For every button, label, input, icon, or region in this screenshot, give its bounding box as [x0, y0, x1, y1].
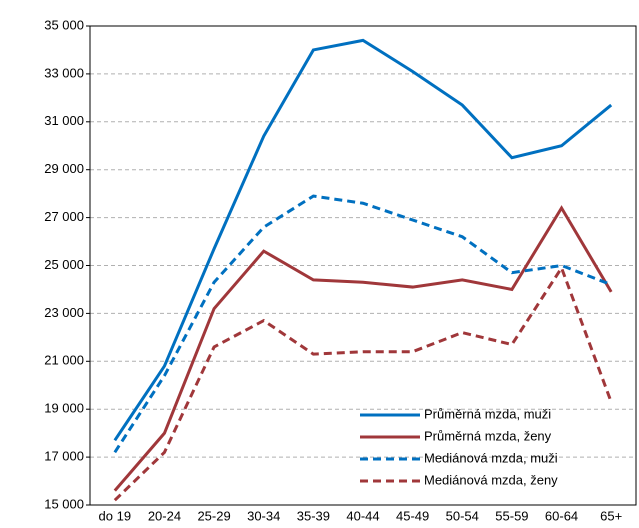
y-tick-label: 19 000 [44, 401, 84, 416]
x-tick-label: 55-59 [495, 508, 528, 523]
legend-label: Mediánová mzda, muži [424, 450, 558, 465]
y-tick-label: 29 000 [44, 161, 84, 176]
x-tick-label: 35-39 [297, 508, 330, 523]
y-tick-label: 31 000 [44, 113, 84, 128]
y-tick-label: 21 000 [44, 353, 84, 368]
line-series [113, 205, 613, 492]
line-series [113, 38, 613, 442]
y-tick-label: 35 000 [44, 17, 84, 32]
x-tick-label: 30-34 [247, 508, 280, 523]
legend-label: Průměrná mzda, muži [424, 406, 551, 421]
y-tick-label: 17 000 [44, 449, 84, 464]
line-series [113, 194, 612, 454]
x-tick-label: 50-54 [446, 508, 479, 523]
x-tick-label: 25-29 [197, 508, 230, 523]
x-tick-label: 45-49 [396, 508, 429, 523]
x-tick-label: 20-24 [148, 508, 181, 523]
x-tick-label: do 19 [99, 508, 132, 523]
y-tick-label: 33 000 [44, 65, 84, 80]
plot-border [89, 25, 637, 506]
y-tick-label: 23 000 [44, 305, 84, 320]
x-tick-label: 60-64 [545, 508, 578, 523]
x-tick-label: 40-44 [346, 508, 379, 523]
legend-label: Průměrná mzda, ženy [424, 428, 552, 443]
y-tick-label: 25 000 [44, 257, 84, 272]
y-tick-label: 27 000 [44, 209, 84, 224]
line-series [113, 264, 613, 502]
x-tick-label: 65+ [600, 508, 622, 523]
y-tick-label: 15 000 [44, 496, 84, 511]
legend-label: Mediánová mzda, ženy [424, 472, 558, 487]
